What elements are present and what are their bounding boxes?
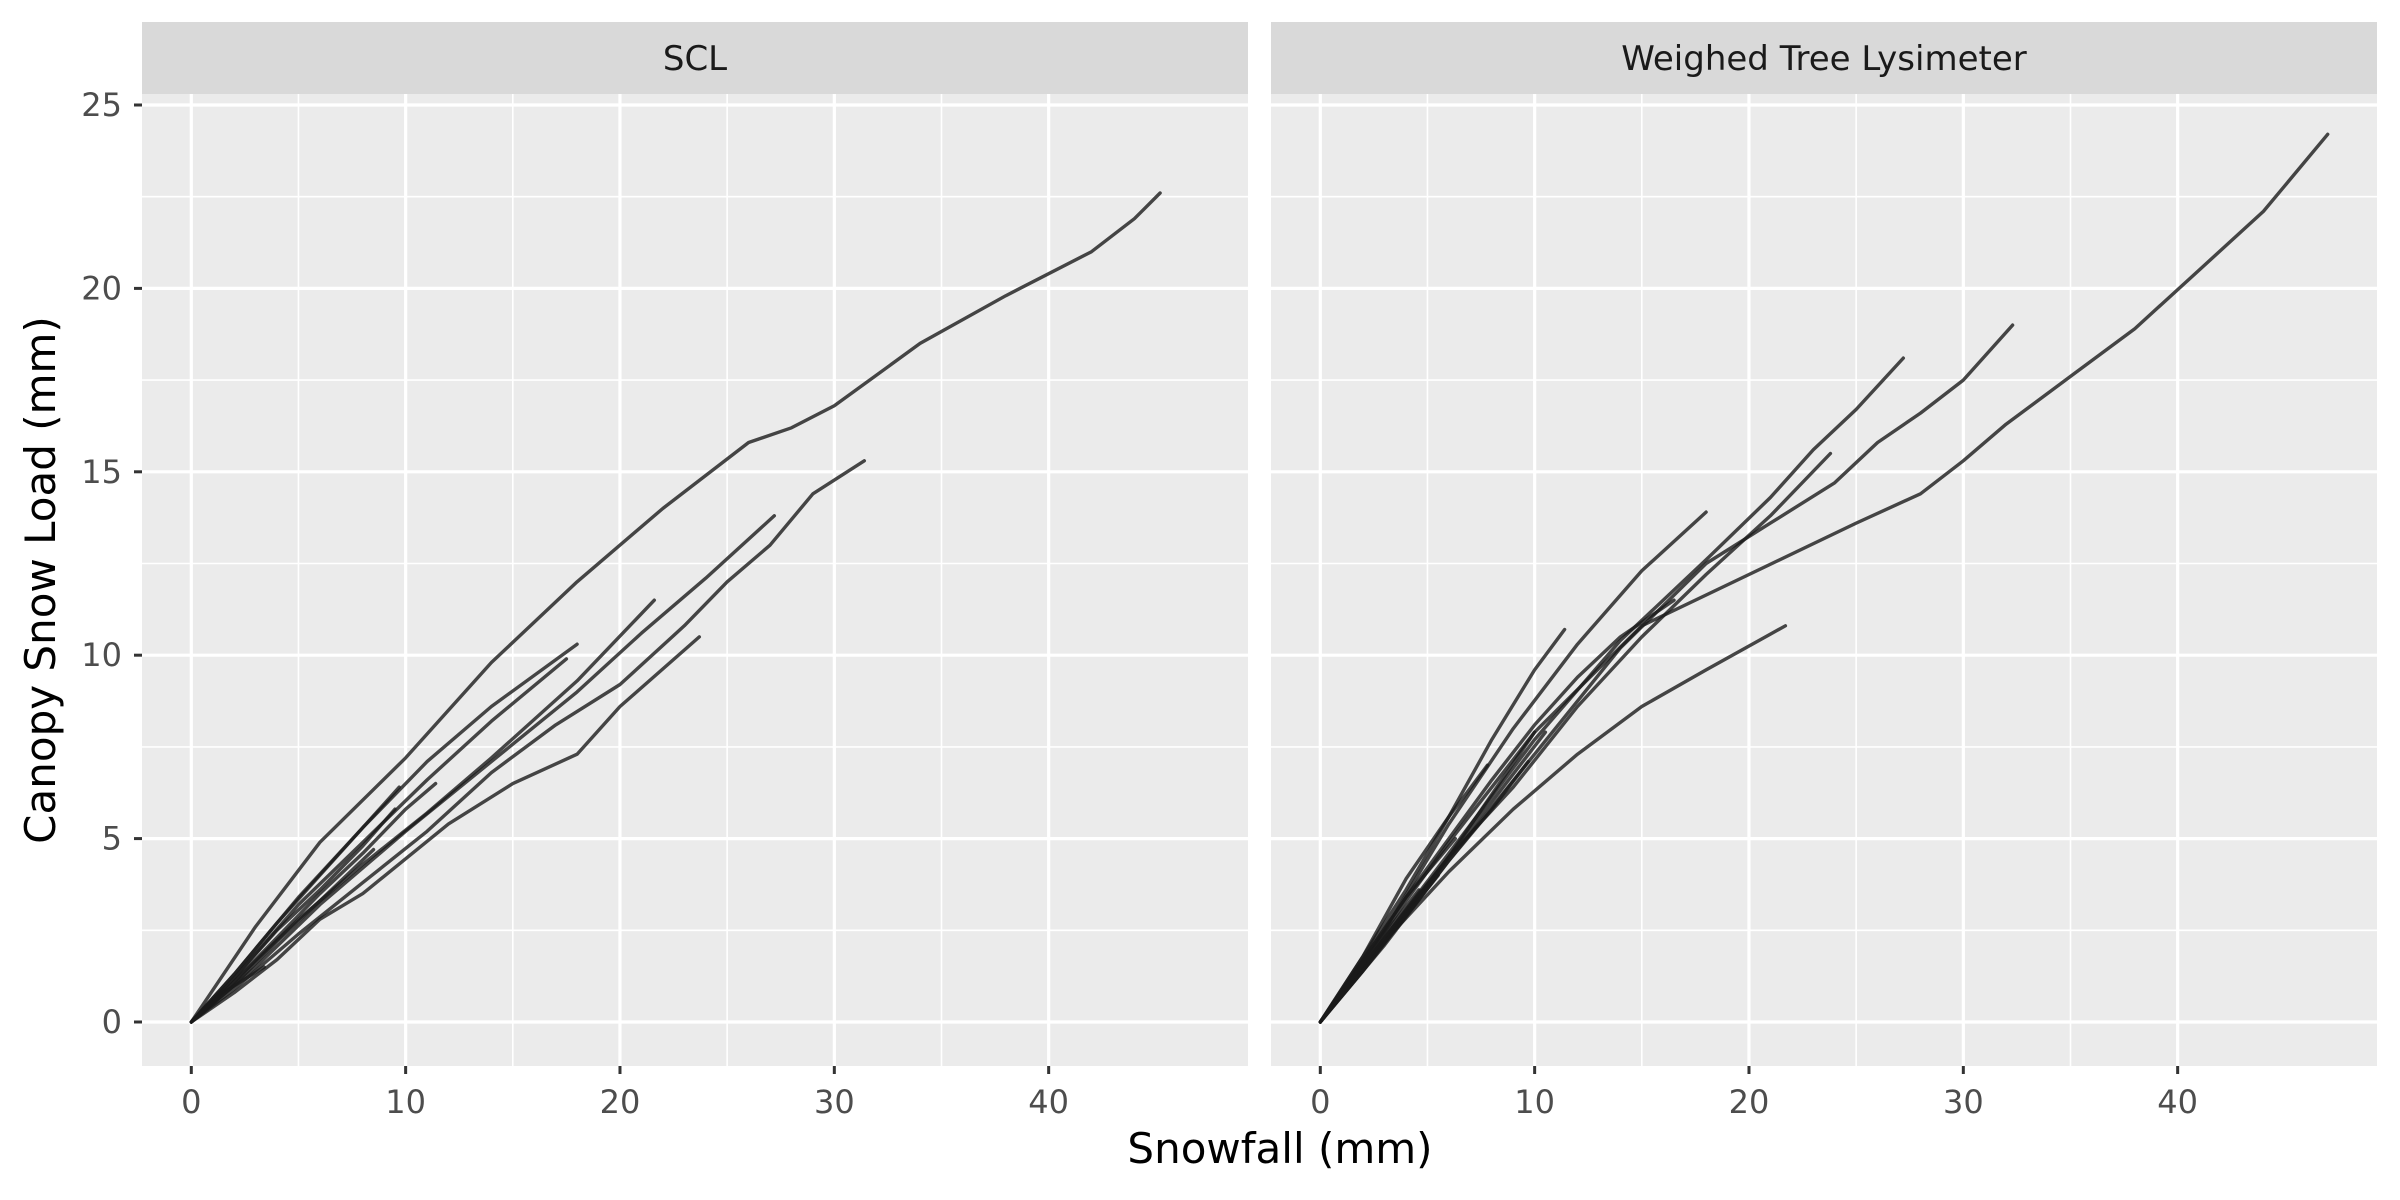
series-line: [189, 965, 266, 1024]
x-tick-label: 20: [1729, 1083, 1770, 1121]
x-tick-label: 30: [814, 1083, 855, 1121]
y-tick-label: 0: [102, 1003, 122, 1041]
series-line: [1318, 730, 1548, 1024]
x-tick-label: 20: [600, 1083, 641, 1121]
series-line: [189, 807, 397, 1024]
x-tick-label: 30: [1943, 1083, 1984, 1121]
y-tick-label: 25: [81, 86, 122, 124]
series-line: [189, 781, 438, 1024]
strip-label: SCL: [663, 39, 727, 79]
x-axis: 0 10 20 30 40: [181, 1066, 1069, 1121]
panel-lines: [1318, 132, 2330, 1024]
series-line: [189, 635, 701, 1024]
x-tick-label: 40: [1028, 1083, 1069, 1121]
y-axis-title: Canopy Snow Load (mm): [16, 316, 65, 844]
series-line: [1318, 873, 1440, 1024]
panel-grid: [142, 94, 1248, 1066]
y-tick-label: 15: [81, 453, 122, 491]
y-tick-label: 20: [81, 269, 122, 307]
series-line: [189, 785, 401, 1024]
panel-background: [1271, 94, 2377, 1066]
series-line: [189, 191, 1162, 1024]
y-tick-label: 10: [81, 636, 122, 674]
x-tick-label: 0: [181, 1083, 201, 1121]
panel-grid: [1271, 94, 2377, 1066]
series-line: [189, 514, 776, 1024]
panel-lines: [189, 191, 1162, 1024]
panel-background: [142, 94, 1248, 1066]
panel-scl: SCL: [142, 22, 1248, 1066]
strip-background: [1271, 22, 2377, 94]
x-tick-label: 10: [1514, 1083, 1555, 1121]
series-line: [1318, 888, 1421, 1024]
y-tick-label: 5: [102, 820, 122, 858]
strip-background: [142, 22, 1248, 94]
x-axis: 0 10 20 30 40: [1310, 1066, 2198, 1121]
x-tick-label: 0: [1310, 1083, 1330, 1121]
x-tick-label: 40: [2157, 1083, 2198, 1121]
panel-weighed-tree-lysimeter: Weighed Tree Lysimeter: [1271, 22, 2377, 1066]
y-axis: 0 5 10 15 20 25: [81, 86, 142, 1041]
series-line: [189, 459, 866, 1024]
x-axis-title: Snowfall (mm): [1127, 1124, 1432, 1173]
strip-label: Weighed Tree Lysimeter: [1621, 39, 2026, 79]
x-tick-label: 10: [385, 1083, 426, 1121]
